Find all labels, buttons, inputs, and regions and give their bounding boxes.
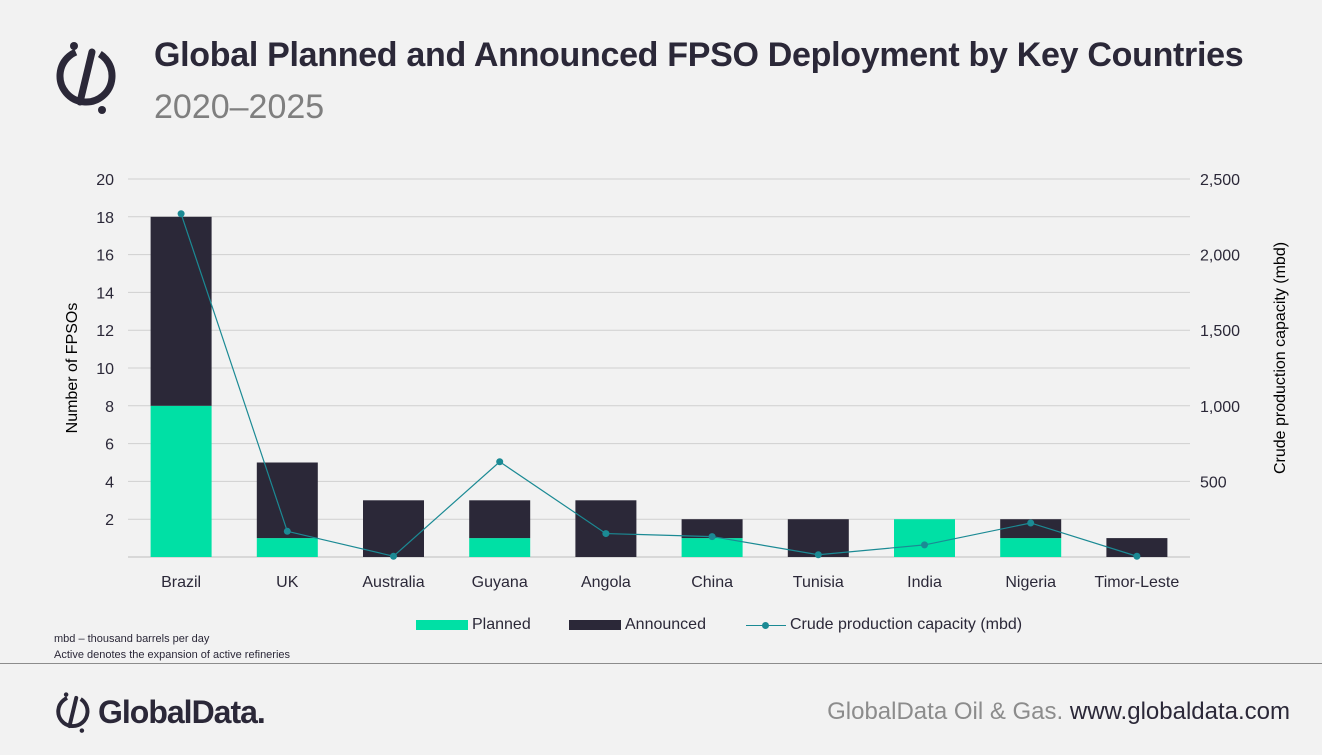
bar-planned — [1000, 538, 1062, 557]
legend-label-line: Crude production capacity (mbd) — [790, 616, 1023, 633]
x-tick-label: Tunisia — [793, 574, 844, 591]
bar-announced — [1000, 519, 1062, 539]
bar-announced — [681, 519, 743, 539]
y-tick-label: 12 — [96, 323, 114, 340]
y-tick-label: 14 — [96, 285, 114, 302]
x-tick-label: Australia — [362, 574, 424, 591]
y2-tick-label: 2,500 — [1200, 172, 1240, 189]
page-subtitle: 2020–2025 — [154, 88, 325, 126]
footer-url[interactable]: www.globaldata.com — [1069, 698, 1290, 725]
globaldata-logo-icon — [56, 42, 116, 114]
x-tick-label: UK — [276, 574, 299, 591]
legend-swatch-planned — [416, 620, 468, 630]
y-tick-label: 8 — [105, 399, 114, 416]
line-point — [177, 210, 185, 218]
legend-label-announced: Announced — [625, 616, 706, 633]
note-line-1: mbd – thousand barrels per day — [54, 633, 210, 645]
x-tick-label: Nigeria — [1005, 574, 1056, 591]
y-tick-label: 2 — [105, 512, 114, 529]
bar-announced — [150, 216, 212, 406]
x-tick-label: Angola — [581, 574, 631, 591]
line-point — [496, 458, 504, 466]
bar-announced — [363, 500, 424, 557]
bar-announced — [469, 500, 531, 539]
x-tick-label: Timor-Leste — [1095, 574, 1180, 591]
bar-announced — [256, 462, 318, 539]
line-point — [1133, 552, 1141, 560]
bar-planned — [469, 538, 531, 557]
bar-announced — [1106, 538, 1168, 557]
chart-legend: Planned Announced Crude production capac… — [0, 616, 1322, 638]
y2-axis-title: Crude production capacity (mbd) — [1272, 242, 1289, 474]
legend-swatch-line — [746, 620, 786, 630]
bar-planned — [150, 405, 212, 557]
y-tick-label: 18 — [96, 210, 114, 227]
x-tick-label: Brazil — [161, 574, 201, 591]
legend-item-announced: Announced — [569, 616, 706, 634]
footer-logo-text: GlobalData. — [98, 693, 266, 730]
bar-announced — [575, 500, 637, 557]
page-title: Global Planned and Announced FPSO Deploy… — [154, 36, 1244, 74]
footer-source-name: GlobalData Oil & Gas. — [827, 698, 1064, 725]
fpso-chart: 2 4 6 8 10 12 14 16 18 20 500 1,000 1,500 2,000 2,500 N… — [64, 172, 1289, 591]
note-line-2: Active denotes the expansion of active r… — [54, 649, 291, 661]
y2-tick-label: 2,000 — [1200, 248, 1240, 265]
line-point — [283, 527, 291, 535]
y2-tick-label: 1,500 — [1200, 323, 1240, 340]
bar-planned — [894, 519, 955, 557]
globaldata-logo-icon — [56, 692, 90, 733]
y2-tick-label: 500 — [1200, 474, 1227, 491]
legend-item-line: Crude production capacity (mbd) — [746, 616, 1022, 634]
x-tick-label: Guyana — [472, 574, 528, 591]
y-tick-label: 20 — [96, 172, 114, 189]
bar-planned — [256, 538, 318, 557]
legend-item-planned: Planned — [416, 616, 531, 634]
footer-divider — [0, 663, 1322, 664]
line-crude-production-capacity — [180, 213, 1138, 557]
footer-source: GlobalData Oil & Gas. www.globaldata.com — [827, 698, 1290, 726]
y-tick-label: 10 — [96, 361, 114, 378]
legend-swatch-announced — [569, 620, 621, 630]
chart-notes: mbd – thousand barrels per day Active de… — [54, 631, 290, 663]
y-tick-label: 16 — [96, 248, 114, 265]
y-tick-label: 6 — [105, 437, 114, 454]
x-tick-label: China — [691, 574, 733, 591]
line-point — [708, 533, 716, 541]
footer-logo: GlobalData. — [56, 690, 266, 734]
line-point — [602, 530, 610, 538]
line-point — [814, 551, 822, 559]
y2-tick-label: 1,000 — [1200, 399, 1240, 416]
x-tick-label: India — [907, 574, 942, 591]
line-point — [921, 541, 928, 549]
y-axis-title: Number of FPSOs — [64, 303, 81, 434]
legend-label-planned: Planned — [472, 616, 531, 633]
line-point — [1027, 519, 1035, 527]
y-tick-label: 4 — [105, 474, 114, 491]
bar-planned — [681, 538, 743, 557]
line-point — [390, 552, 397, 560]
